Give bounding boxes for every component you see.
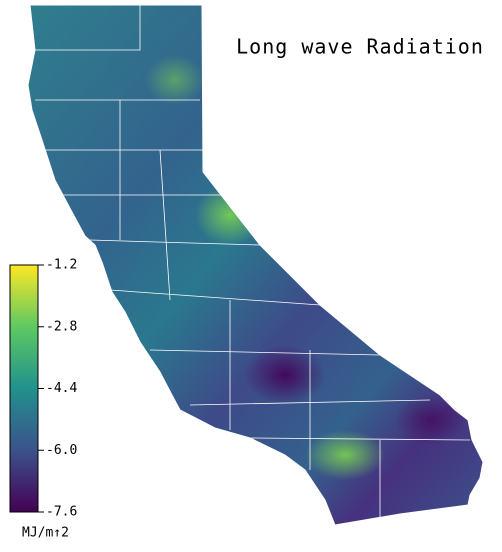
- colorbar-tick-label: -1.2: [46, 258, 77, 273]
- colorbar-tick-label: -2.8: [46, 319, 77, 334]
- california-map: [27, 4, 484, 526]
- colorbar-tick-label: -7.6: [46, 505, 77, 520]
- colorbar-tick-label: -6.0: [46, 443, 77, 458]
- colorbar-tick-label: -4.4: [46, 381, 77, 396]
- colorbar: [9, 264, 39, 513]
- colorbar-label: MJ/m↑2: [22, 526, 69, 541]
- map-title: Long wave Radiation: [236, 35, 484, 59]
